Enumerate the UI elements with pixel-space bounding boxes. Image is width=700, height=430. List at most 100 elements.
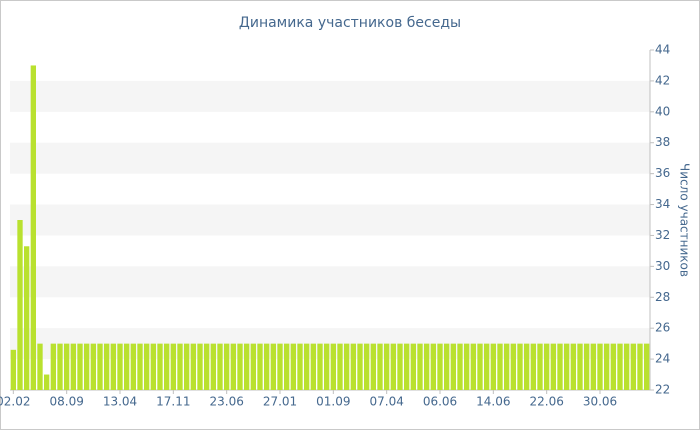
bar bbox=[357, 343, 363, 390]
bar bbox=[137, 343, 143, 390]
bar bbox=[597, 343, 603, 390]
bar bbox=[624, 343, 630, 390]
bar bbox=[517, 343, 523, 390]
bar bbox=[177, 343, 183, 390]
bar bbox=[424, 343, 430, 390]
y-tick-label: 26 bbox=[655, 321, 670, 335]
grid-band bbox=[10, 266, 650, 298]
bar bbox=[390, 343, 396, 390]
y-tick-label: 34 bbox=[655, 197, 670, 211]
bar bbox=[184, 343, 190, 390]
x-tick-label: 07.04 bbox=[369, 395, 403, 409]
bar bbox=[104, 343, 110, 390]
bar bbox=[370, 343, 376, 390]
x-tick-label: 02.02 bbox=[0, 395, 31, 409]
bar bbox=[504, 343, 510, 390]
bar bbox=[170, 343, 176, 390]
bar bbox=[157, 343, 163, 390]
bar bbox=[444, 343, 450, 390]
bar bbox=[477, 343, 483, 390]
bar bbox=[164, 343, 170, 390]
bar bbox=[490, 343, 496, 390]
bar bbox=[530, 343, 536, 390]
bar bbox=[317, 343, 323, 390]
bar bbox=[637, 343, 643, 390]
x-tick-label: 08.09 bbox=[49, 395, 83, 409]
bar bbox=[144, 343, 150, 390]
y-tick-label: 28 bbox=[655, 290, 670, 304]
bar bbox=[130, 343, 136, 390]
bar bbox=[590, 343, 596, 390]
bar bbox=[230, 343, 236, 390]
bar bbox=[224, 343, 230, 390]
bar bbox=[310, 343, 316, 390]
bar bbox=[417, 343, 423, 390]
y-tick-label: 42 bbox=[655, 73, 670, 87]
bar bbox=[470, 343, 476, 390]
bar bbox=[430, 343, 436, 390]
bar bbox=[484, 343, 490, 390]
bar bbox=[350, 343, 356, 390]
x-tick-label: 06.06 bbox=[423, 395, 457, 409]
bar bbox=[404, 343, 410, 390]
bar bbox=[384, 343, 390, 390]
bar bbox=[564, 343, 570, 390]
bar bbox=[204, 343, 210, 390]
bar bbox=[510, 343, 516, 390]
bar bbox=[570, 343, 576, 390]
bar bbox=[57, 343, 63, 390]
y-tick-label: 44 bbox=[655, 43, 670, 57]
bar bbox=[264, 343, 270, 390]
y-tick-label: 32 bbox=[655, 228, 670, 242]
bar bbox=[44, 374, 50, 390]
bar bbox=[544, 343, 550, 390]
x-tick-label: 14.06 bbox=[476, 395, 510, 409]
chart-title: Динамика участников беседы bbox=[239, 15, 461, 31]
bar bbox=[37, 343, 43, 390]
x-tick-label: 13.04 bbox=[103, 395, 137, 409]
bar bbox=[377, 343, 383, 390]
bar bbox=[217, 343, 223, 390]
grid-band bbox=[10, 142, 650, 174]
bar bbox=[124, 343, 130, 390]
grid-band bbox=[10, 204, 650, 236]
bar bbox=[24, 246, 30, 390]
bar bbox=[70, 343, 76, 390]
bar bbox=[584, 343, 590, 390]
bar bbox=[617, 343, 623, 390]
grid-band bbox=[10, 80, 650, 112]
bar bbox=[450, 343, 456, 390]
bar bbox=[250, 343, 256, 390]
bar bbox=[604, 343, 610, 390]
x-tick-label: 30.06 bbox=[583, 395, 617, 409]
x-tick-label: 17.11 bbox=[156, 395, 190, 409]
bar bbox=[577, 343, 583, 390]
bar bbox=[304, 343, 310, 390]
x-tick-label: 23.06 bbox=[209, 395, 243, 409]
bar bbox=[210, 343, 216, 390]
y-axis-label: Число участников bbox=[678, 163, 692, 277]
bar bbox=[30, 65, 36, 391]
bar bbox=[117, 343, 123, 390]
y-tick-label: 40 bbox=[655, 104, 670, 118]
bar bbox=[397, 343, 403, 390]
bar bbox=[277, 343, 283, 390]
x-tick-label: 01.09 bbox=[316, 395, 350, 409]
bar bbox=[50, 343, 56, 390]
bar bbox=[364, 343, 370, 390]
y-tick-label: 24 bbox=[655, 352, 670, 366]
bar bbox=[244, 343, 250, 390]
y-tick-label: 38 bbox=[655, 135, 670, 149]
bar bbox=[110, 343, 116, 390]
bar bbox=[90, 343, 96, 390]
bar bbox=[150, 343, 156, 390]
grid-band bbox=[10, 328, 650, 360]
bar bbox=[630, 343, 636, 390]
bar bbox=[190, 343, 196, 390]
bar bbox=[237, 343, 243, 390]
bar bbox=[410, 343, 416, 390]
bar bbox=[10, 349, 16, 390]
bar bbox=[257, 343, 263, 390]
bar bbox=[77, 343, 83, 390]
